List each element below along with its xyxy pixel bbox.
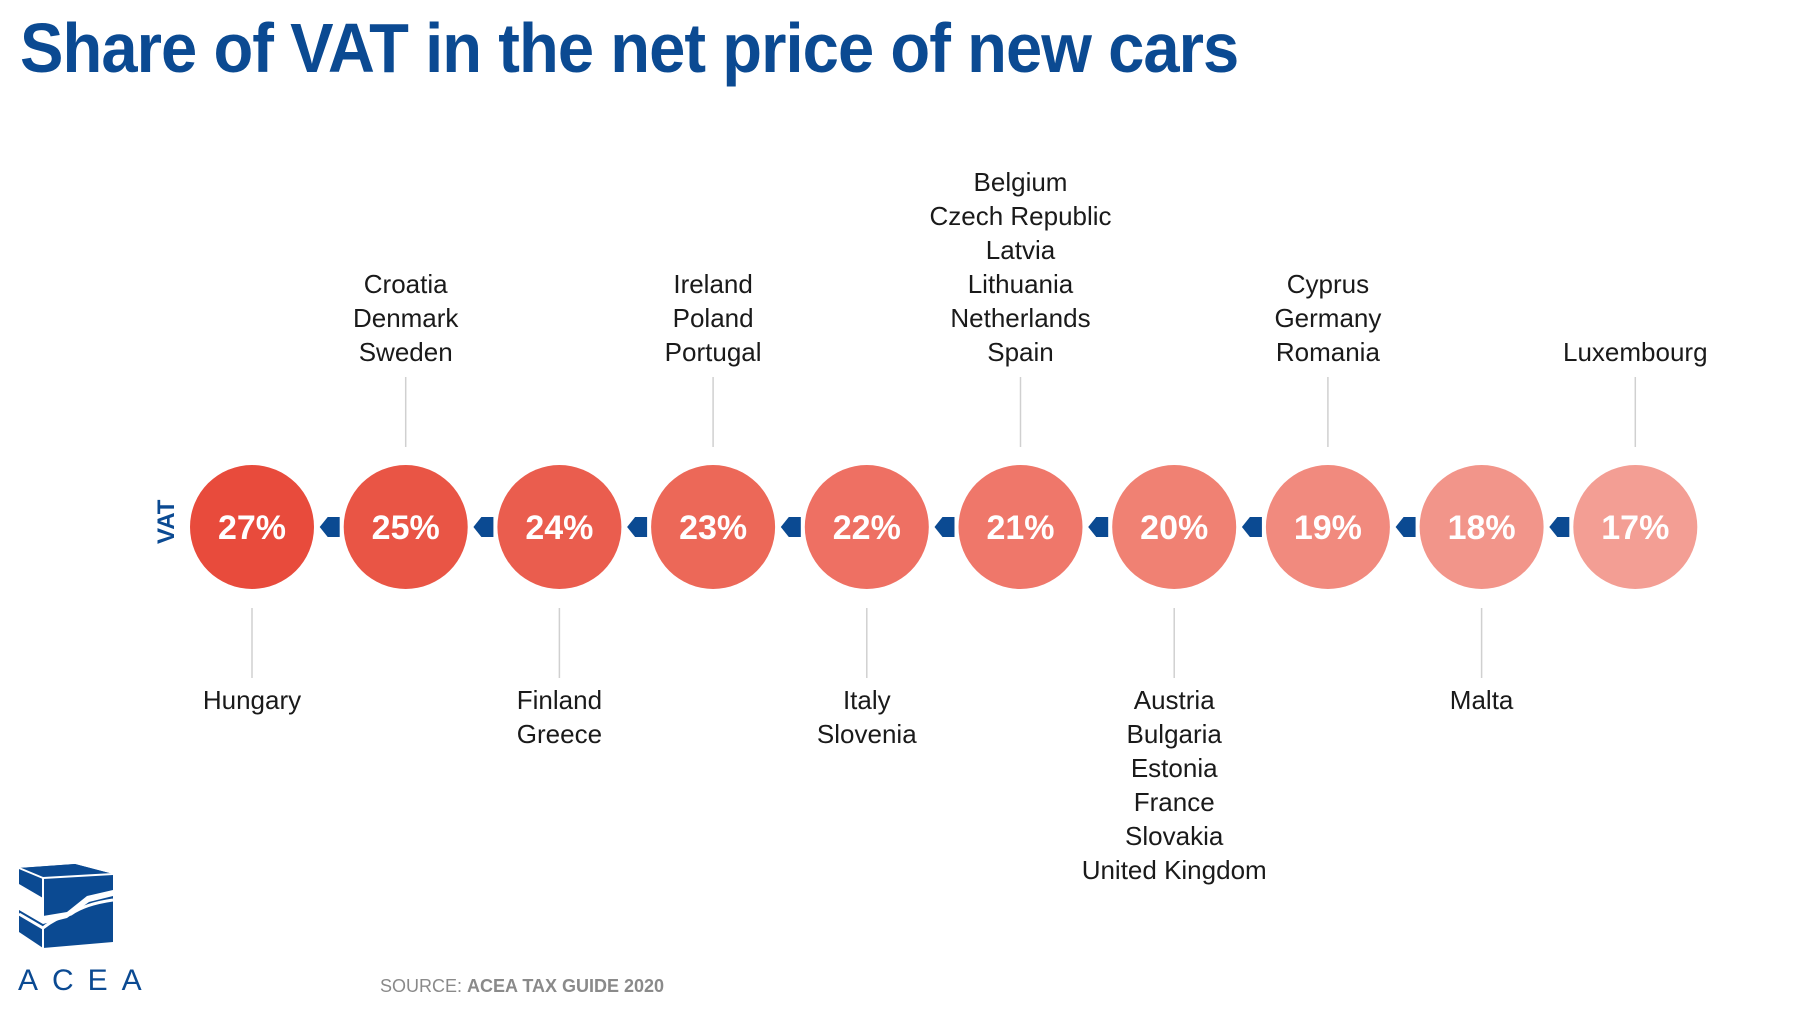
vat-rate-circle [343, 465, 468, 589]
source-reference: ACEA TAX GUIDE 2020 [467, 976, 665, 996]
vat-rate-label: 19% [1294, 509, 1362, 547]
acea-logo-text: ACEA [18, 964, 156, 997]
country-label: France [1134, 787, 1215, 817]
acea-logo-icon [18, 864, 114, 948]
arrow-left-icon [1088, 517, 1109, 537]
vat-rate-label: 27% [218, 509, 286, 547]
arrow-left-icon [1241, 517, 1262, 537]
vat-rate-circle [190, 465, 314, 589]
country-label: Portugal [665, 337, 762, 367]
country-label: Denmark [353, 303, 459, 333]
country-label: Germany [1274, 303, 1381, 333]
vat-rate-circle [1419, 465, 1544, 589]
vat-rate-label: 22% [833, 509, 901, 547]
vat-rate-circle [1265, 465, 1390, 589]
vat-rate-label: 25% [372, 509, 440, 547]
country-label: Ireland [673, 269, 753, 299]
country-label: Czech Republic [929, 201, 1111, 231]
country-label: Spain [987, 337, 1054, 367]
vat-rate-circle [804, 465, 929, 589]
arrow-left-icon [319, 517, 340, 537]
country-label: Hungary [203, 685, 301, 715]
country-label: Luxembourg [1563, 337, 1708, 367]
country-label: Sweden [359, 337, 453, 367]
country-label: Croatia [364, 269, 448, 299]
country-label: Finland [517, 685, 602, 715]
page-title: Share of VAT in the net price of new car… [20, 9, 1239, 87]
country-label: Malta [1450, 685, 1514, 715]
country-label: Austria [1134, 685, 1215, 715]
country-label: Italy [843, 685, 891, 715]
country-label: Netherlands [950, 303, 1090, 333]
arrow-left-icon [1549, 517, 1570, 537]
arrow-left-icon [1395, 517, 1416, 537]
vat-rate-label: 21% [986, 509, 1054, 547]
vat-rate-label: 24% [525, 509, 593, 547]
vat-rate-label: 17% [1601, 509, 1669, 547]
vat-rate-label: 23% [679, 509, 747, 547]
country-label: Slovenia [817, 719, 917, 749]
arrow-left-icon [780, 517, 801, 537]
country-label: Bulgaria [1126, 719, 1222, 749]
source-label: SOURCE: [380, 976, 468, 996]
arrow-left-icon [473, 517, 494, 537]
arrow-left-icon [934, 517, 955, 537]
country-label: Latvia [986, 235, 1056, 265]
country-label: Belgium [974, 167, 1068, 197]
arrow-left-icon [627, 517, 648, 537]
country-label: Lithuania [968, 269, 1074, 299]
vat-rate-circle [958, 465, 1083, 589]
country-label: Greece [517, 719, 602, 749]
vat-rate-circle [1573, 465, 1698, 589]
source-note: SOURCE: ACEA TAX GUIDE 2020 [380, 976, 664, 997]
country-label: Poland [673, 303, 754, 333]
country-label: Slovakia [1125, 821, 1224, 851]
vat-rate-circle [651, 465, 776, 589]
vat-rate-label: 20% [1140, 509, 1208, 547]
country-label: United Kingdom [1082, 855, 1267, 885]
country-label: Estonia [1131, 753, 1218, 783]
vat-rate-label: 18% [1448, 509, 1516, 547]
country-label: Romania [1276, 337, 1381, 367]
vat-rate-circle [497, 465, 622, 589]
country-label: Cyprus [1287, 269, 1369, 299]
vat-rate-circle [1112, 465, 1237, 589]
